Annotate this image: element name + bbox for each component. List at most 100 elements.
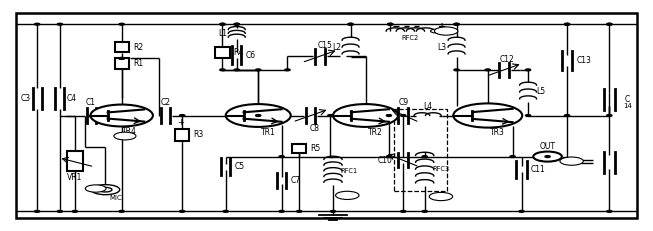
Text: C12: C12 xyxy=(500,55,515,64)
Bar xyxy=(215,47,230,58)
Circle shape xyxy=(285,69,290,71)
Text: C1: C1 xyxy=(86,98,96,107)
Circle shape xyxy=(387,115,392,116)
Circle shape xyxy=(328,115,333,116)
Text: TR2: TR2 xyxy=(368,128,383,137)
Circle shape xyxy=(234,69,240,71)
Text: VR1: VR1 xyxy=(67,173,82,182)
Text: +: + xyxy=(102,118,109,127)
Text: C15: C15 xyxy=(318,41,332,50)
Text: MIC: MIC xyxy=(110,195,122,201)
Circle shape xyxy=(607,210,612,212)
Circle shape xyxy=(296,210,302,212)
Circle shape xyxy=(119,58,124,59)
Circle shape xyxy=(72,210,78,212)
Text: R5: R5 xyxy=(310,144,321,153)
Bar xyxy=(67,151,83,171)
Circle shape xyxy=(333,104,398,127)
Circle shape xyxy=(387,156,392,158)
Circle shape xyxy=(453,103,522,128)
Circle shape xyxy=(564,115,569,116)
Circle shape xyxy=(114,132,136,140)
Circle shape xyxy=(223,210,229,212)
Circle shape xyxy=(119,23,124,25)
Circle shape xyxy=(57,210,63,212)
Text: C10: C10 xyxy=(377,155,392,164)
Circle shape xyxy=(220,23,225,25)
Circle shape xyxy=(180,210,185,212)
Text: C13: C13 xyxy=(577,56,592,65)
Circle shape xyxy=(401,115,406,116)
Text: TR4: TR4 xyxy=(122,127,137,136)
Text: TR3: TR3 xyxy=(490,128,505,137)
Text: C4: C4 xyxy=(67,94,76,103)
Circle shape xyxy=(607,115,612,116)
Circle shape xyxy=(234,23,240,25)
Text: OUT: OUT xyxy=(539,143,556,152)
Circle shape xyxy=(388,23,393,25)
Circle shape xyxy=(255,69,261,71)
Circle shape xyxy=(86,185,106,192)
Text: C: C xyxy=(625,95,630,104)
Circle shape xyxy=(336,191,359,200)
Text: RFC3: RFC3 xyxy=(432,166,449,172)
Circle shape xyxy=(35,210,40,212)
Text: ④: ④ xyxy=(443,29,449,33)
Circle shape xyxy=(607,23,612,25)
Circle shape xyxy=(255,115,261,116)
Circle shape xyxy=(564,23,569,25)
Text: C7: C7 xyxy=(291,176,301,185)
Circle shape xyxy=(545,156,550,158)
Bar xyxy=(394,109,447,191)
Circle shape xyxy=(454,23,459,25)
Circle shape xyxy=(430,29,441,33)
Text: L1: L1 xyxy=(218,29,227,38)
Circle shape xyxy=(422,156,427,158)
Text: L2: L2 xyxy=(332,43,341,52)
Circle shape xyxy=(35,23,40,25)
Circle shape xyxy=(429,192,453,201)
Text: R3: R3 xyxy=(193,130,204,139)
Circle shape xyxy=(180,115,185,116)
Text: 14: 14 xyxy=(623,103,632,109)
Circle shape xyxy=(526,69,531,71)
Text: C8: C8 xyxy=(309,124,319,133)
Circle shape xyxy=(564,23,569,25)
Circle shape xyxy=(220,69,225,71)
Text: C2: C2 xyxy=(161,98,171,107)
Circle shape xyxy=(607,23,612,25)
Text: ⑥: ⑥ xyxy=(569,159,575,164)
Circle shape xyxy=(485,69,490,71)
Text: L5: L5 xyxy=(537,88,546,97)
Bar xyxy=(114,58,129,69)
Text: R4: R4 xyxy=(234,48,244,57)
Circle shape xyxy=(119,58,124,59)
Circle shape xyxy=(279,156,284,158)
Circle shape xyxy=(534,152,562,162)
Text: C6: C6 xyxy=(246,51,256,60)
Text: L3: L3 xyxy=(438,43,447,52)
Circle shape xyxy=(434,27,458,35)
Text: C9: C9 xyxy=(398,98,408,107)
Circle shape xyxy=(234,23,240,25)
Circle shape xyxy=(91,185,119,195)
Circle shape xyxy=(519,210,524,212)
Text: +: + xyxy=(177,118,183,127)
Bar xyxy=(175,129,189,141)
Text: ⑤: ⑤ xyxy=(438,194,444,199)
Circle shape xyxy=(279,210,284,212)
Bar xyxy=(292,144,306,153)
Circle shape xyxy=(388,23,393,25)
Text: RFC1: RFC1 xyxy=(341,168,358,174)
Text: R1: R1 xyxy=(133,59,143,68)
Circle shape xyxy=(348,23,353,25)
Bar xyxy=(16,13,637,218)
Circle shape xyxy=(454,69,459,71)
Text: ②: ② xyxy=(122,134,128,139)
Circle shape xyxy=(422,210,427,212)
Circle shape xyxy=(401,210,406,212)
Circle shape xyxy=(99,187,112,192)
Text: RFC2: RFC2 xyxy=(402,35,419,41)
Circle shape xyxy=(220,23,225,25)
Circle shape xyxy=(348,23,353,25)
